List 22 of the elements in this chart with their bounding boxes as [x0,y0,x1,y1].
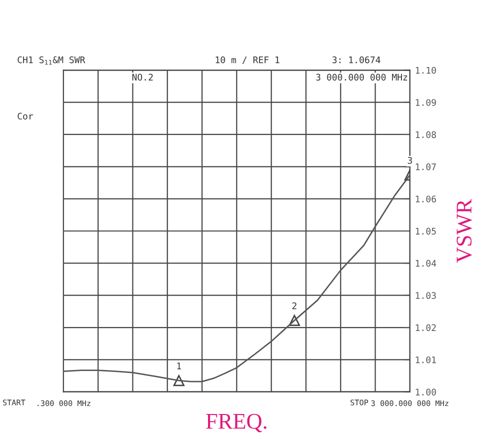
annotation: 2 [292,302,296,310]
y-tick-label: 1.08 [416,131,436,138]
y-tick-label: 1.09 [416,99,436,106]
text: 10 m / REF 1 [216,56,280,64]
y-tick-label: 1.05 [416,228,436,235]
y-tick-label: 1.10 [416,66,436,74]
y-tick-label: 1.02 [416,324,436,332]
annotation: 3 000.000 000 MHz [316,74,408,81]
annotation: 3 [408,156,412,164]
text: Cor [18,112,34,120]
y-tick-label: 1.01 [416,356,436,364]
y-tick-label: 1.04 [416,260,436,267]
y-tick-label: 1.03 [416,292,436,299]
annotation: NO.2 [132,74,153,81]
y-tick-label: 1.07 [416,163,436,170]
annotation: 1 [177,362,182,370]
text: 3: 1.0674 [332,56,380,64]
y-tick-label: 1.00 [416,388,436,396]
text: CH1 S$_{11}$&M SWR [18,56,86,65]
x-axis-title: FREQ. [206,414,266,432]
y-axis-title: VSWR [456,198,472,263]
y-tick-label: 1.06 [416,196,436,202]
